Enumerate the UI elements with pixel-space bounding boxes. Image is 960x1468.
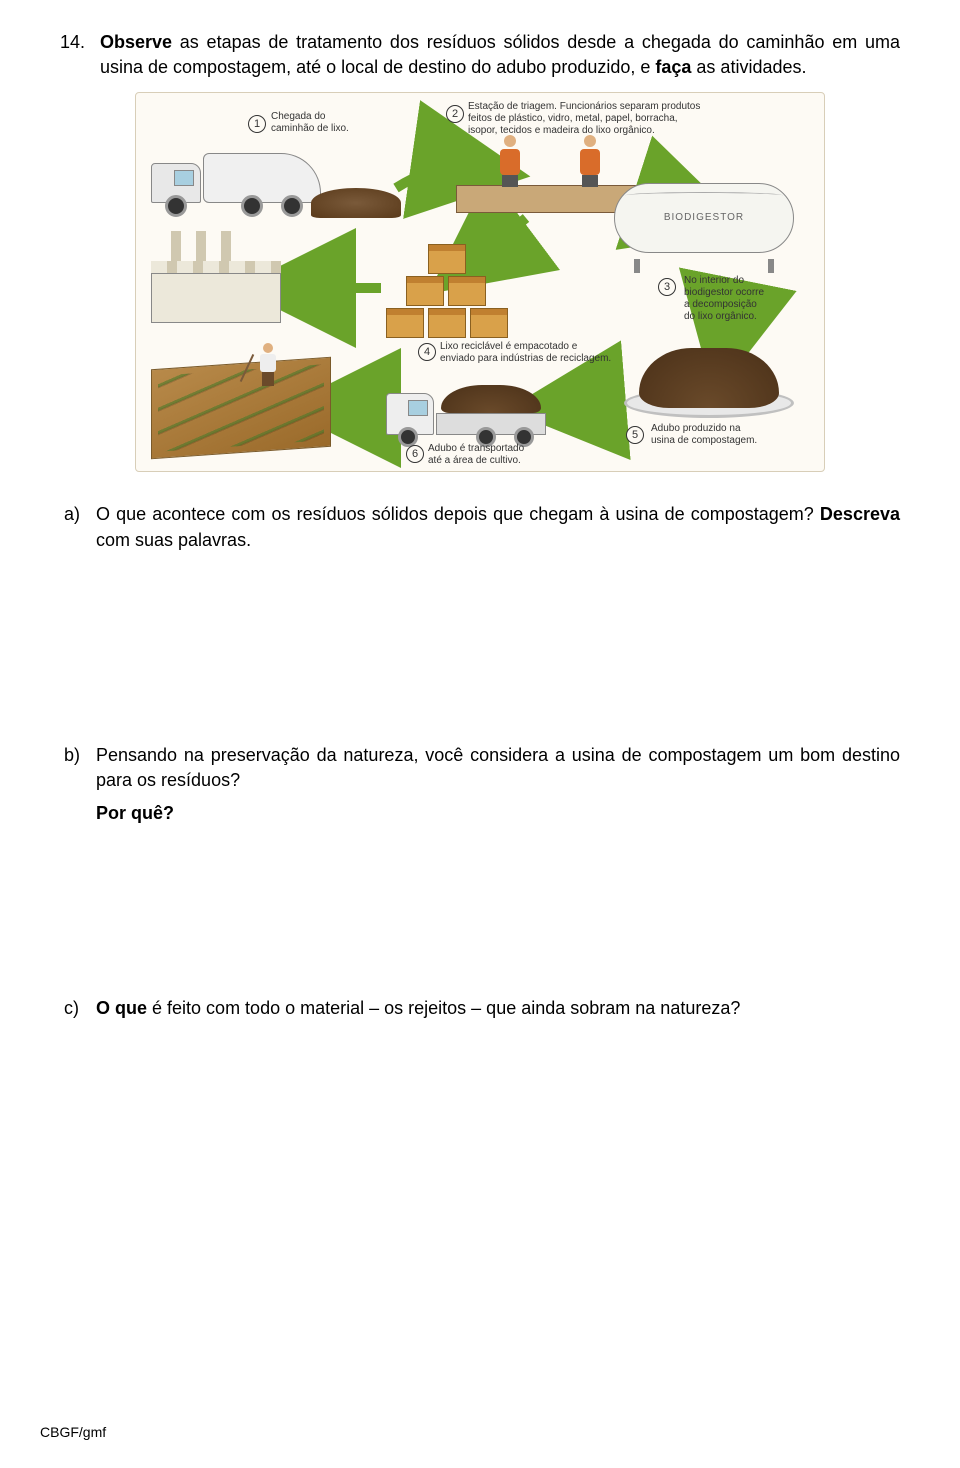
sub-a-before: O que acontece com os resíduos sólidos d… — [96, 504, 820, 524]
faca-word: faça — [655, 57, 691, 77]
compost-truck-icon — [386, 373, 556, 443]
step-badge-6: 6 — [406, 445, 424, 463]
compost-pile-icon — [624, 338, 794, 418]
sub-b-porque: Por quê? — [96, 801, 900, 826]
sub-a-after: com suas palavras. — [96, 530, 251, 550]
observe-word: Observe — [100, 32, 172, 52]
sub-body-a: O que acontece com os resíduos sólidos d… — [96, 502, 900, 552]
worker-icon — [496, 135, 524, 185]
sub-a-bold: Descreva — [820, 504, 900, 524]
sub-letter-c: c) — [60, 996, 96, 1021]
recyclable-boxes-icon — [386, 248, 536, 338]
step-badge-4: 4 — [418, 343, 436, 361]
step-badge-1: 1 — [248, 115, 266, 133]
sub-letter-a: a) — [60, 502, 96, 527]
step-label-3: No interior do biodigestor ocorre a deco… — [684, 275, 794, 323]
trash-pile-icon — [311, 188, 401, 218]
step-label-6: Adubo é transportado até a área de culti… — [428, 443, 568, 467]
sub-c-bold: O que — [96, 998, 147, 1018]
compost-process-diagram: 1 Chegada do caminhão de lixo. 2 Estação… — [135, 92, 825, 472]
question-text: 14. Observe as etapas de tratamento dos … — [60, 30, 900, 80]
farmer-icon — [256, 343, 280, 387]
worker-icon — [576, 135, 604, 185]
footer-code: CBGF/gmf — [40, 1424, 106, 1440]
question-body: Observe as etapas de tratamento dos resí… — [100, 30, 900, 80]
garbage-truck-icon — [151, 143, 331, 213]
biodigestor-icon: BIODIGESTOR — [604, 183, 804, 273]
sub-body-c: O que é feito com todo o material – os r… — [96, 996, 900, 1021]
step-badge-3: 3 — [658, 278, 676, 296]
step-badge-5: 5 — [626, 426, 644, 444]
sub-body-b: Pensando na preservação da natureza, voc… — [96, 743, 900, 827]
sub-b-text: Pensando na preservação da natureza, voc… — [96, 743, 900, 793]
step-label-1: Chegada do caminhão de lixo. — [271, 111, 349, 135]
sub-letter-b: b) — [60, 743, 96, 768]
question-text-2: as atividades. — [691, 57, 806, 77]
question-14: 14. Observe as etapas de tratamento dos … — [60, 30, 900, 1022]
step-label-4: Lixo reciclável é empacotado e enviado p… — [440, 341, 640, 365]
step-label-2: Estação de triagem. Funcionários separam… — [468, 101, 788, 137]
recycling-factory-icon — [151, 243, 281, 323]
farm-field-icon — [151, 357, 331, 460]
diagram-container: 1 Chegada do caminhão de lixo. 2 Estação… — [60, 92, 900, 472]
step-label-5: Adubo produzido na usina de compostagem. — [651, 423, 776, 447]
biodigestor-label: BIODIGESTOR — [615, 212, 793, 223]
sub-question-b: b) Pensando na preservação da natureza, … — [60, 743, 900, 827]
sub-c-text: é feito com todo o material – os rejeito… — [147, 998, 740, 1018]
step-badge-2: 2 — [446, 105, 464, 123]
question-number: 14. — [60, 30, 100, 55]
sub-question-a: a) O que acontece com os resíduos sólido… — [60, 502, 900, 552]
sub-question-c: c) O que é feito com todo o material – o… — [60, 996, 900, 1021]
